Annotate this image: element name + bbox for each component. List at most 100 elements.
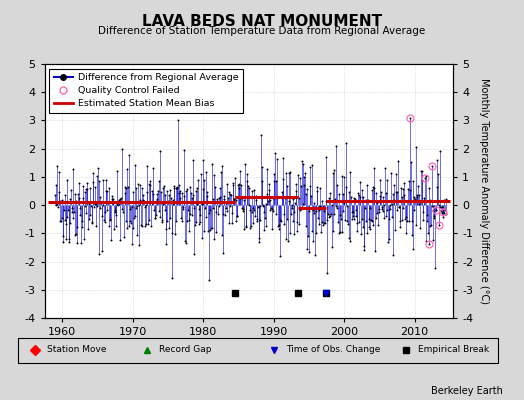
Point — [237, 205, 246, 211]
Point — [194, 221, 203, 228]
Point — [427, 203, 435, 209]
Point — [391, 227, 399, 234]
Point — [336, 228, 345, 235]
Point — [185, 184, 194, 190]
Point — [229, 182, 237, 188]
Point — [71, 231, 80, 238]
Point — [114, 196, 123, 203]
Point — [82, 210, 90, 216]
Point — [391, 171, 400, 177]
Point — [245, 202, 254, 208]
Point — [378, 208, 387, 214]
Point — [346, 238, 355, 244]
Point — [438, 210, 446, 216]
Point — [126, 206, 135, 212]
Point — [69, 166, 78, 173]
Point — [256, 217, 264, 224]
Point — [68, 204, 77, 211]
Point — [122, 185, 130, 192]
Point — [105, 223, 113, 229]
Point — [106, 216, 114, 222]
Point — [179, 203, 187, 210]
Point — [175, 182, 183, 188]
Point — [398, 194, 406, 201]
Point — [205, 227, 214, 234]
Point — [133, 203, 141, 210]
Point — [248, 208, 256, 215]
Point — [389, 252, 398, 259]
Point — [377, 204, 386, 210]
Point — [397, 184, 405, 191]
Point — [355, 219, 363, 226]
Point — [213, 196, 221, 202]
Point — [296, 175, 304, 182]
Point — [431, 206, 440, 213]
Point — [159, 200, 168, 207]
Point — [88, 220, 96, 226]
Point — [400, 180, 409, 186]
Point — [251, 213, 259, 220]
Point — [140, 222, 149, 229]
Point — [307, 193, 315, 200]
Point — [397, 216, 406, 223]
Point — [198, 235, 206, 241]
Point — [330, 167, 338, 174]
Point — [202, 169, 210, 175]
Point — [137, 223, 146, 229]
Point — [141, 202, 150, 208]
Point — [75, 195, 83, 201]
Point — [123, 166, 131, 172]
Point — [398, 205, 407, 211]
Point — [63, 214, 72, 220]
Point — [402, 218, 411, 224]
Point — [133, 232, 141, 238]
Point — [379, 194, 387, 200]
Point — [128, 224, 137, 231]
Point — [328, 202, 336, 208]
Point — [92, 200, 101, 207]
Point — [366, 226, 375, 233]
Point — [344, 220, 352, 227]
Point — [98, 213, 106, 219]
Point — [135, 242, 143, 248]
Point — [433, 184, 441, 190]
Point — [300, 174, 308, 181]
Point — [212, 209, 220, 215]
Point — [80, 236, 88, 242]
Point — [236, 168, 244, 174]
Point — [327, 210, 335, 217]
Point — [207, 225, 215, 231]
Point — [210, 172, 218, 178]
Point — [161, 226, 170, 232]
Point — [277, 218, 285, 224]
Point — [165, 225, 173, 231]
Point — [59, 232, 68, 239]
Point — [164, 197, 172, 204]
Point — [316, 185, 324, 192]
Point — [439, 208, 447, 215]
Point — [319, 204, 328, 210]
Point — [243, 171, 251, 178]
Point — [104, 200, 112, 206]
Point — [423, 211, 431, 218]
Point — [215, 203, 223, 210]
Point — [242, 224, 250, 230]
Point — [340, 200, 348, 207]
Point — [411, 196, 419, 202]
Point — [385, 235, 394, 242]
Point — [372, 215, 380, 222]
Point — [154, 188, 162, 194]
Point — [112, 212, 121, 218]
Point — [219, 211, 227, 218]
Point — [220, 196, 228, 202]
Point — [303, 186, 311, 192]
Point — [421, 238, 430, 244]
Point — [58, 197, 67, 203]
Point — [85, 185, 94, 191]
Point — [413, 194, 422, 200]
Point — [137, 222, 145, 228]
Point — [416, 225, 424, 231]
Point — [353, 220, 362, 227]
Point — [426, 223, 434, 230]
Point — [301, 222, 310, 229]
